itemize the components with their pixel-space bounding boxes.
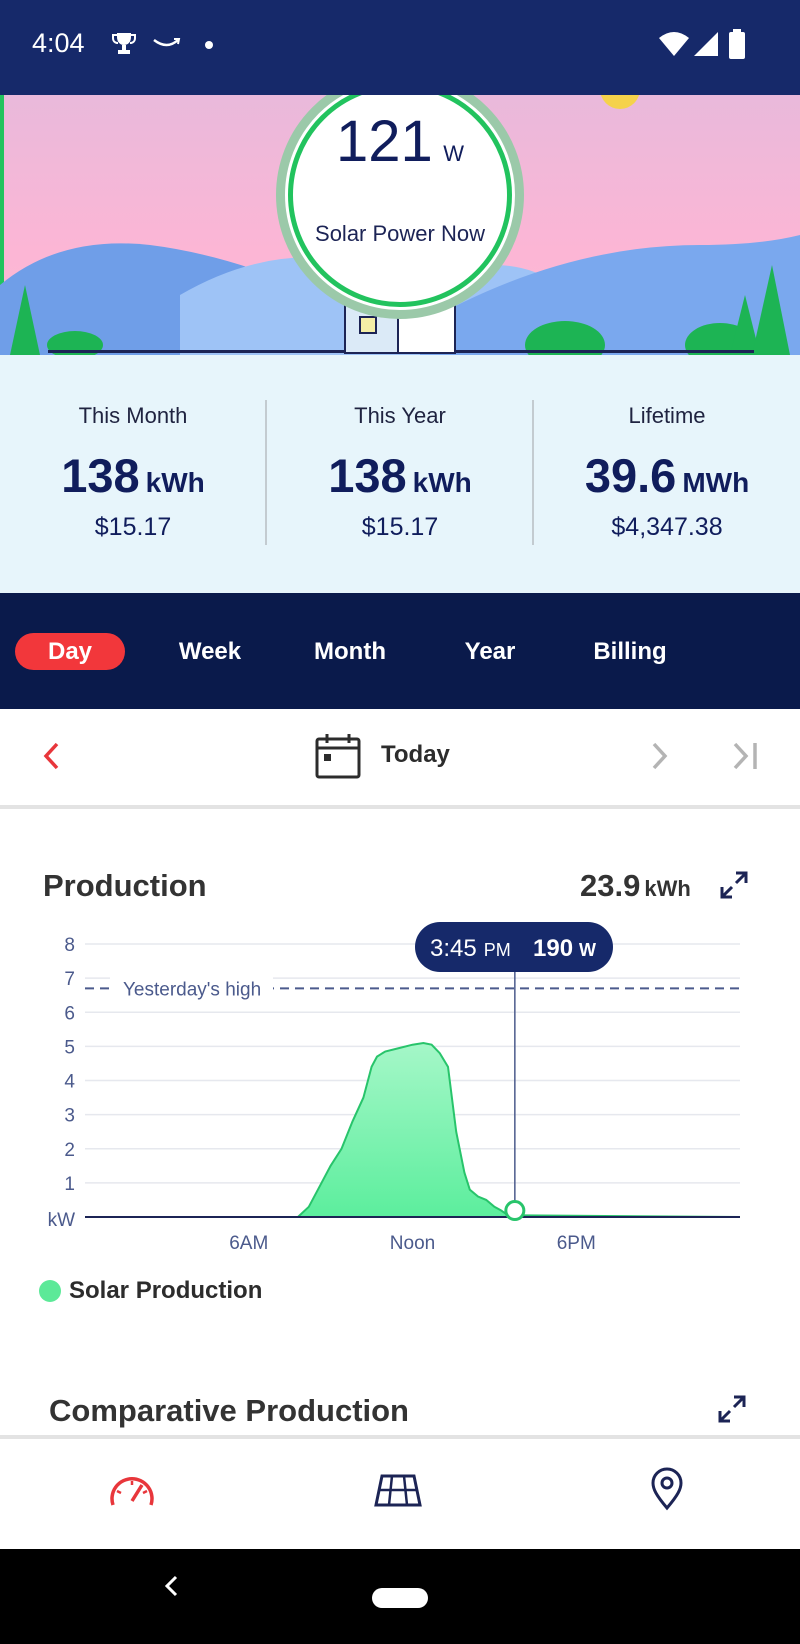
power-value-row: 121 W [285,108,515,175]
calendar-icon[interactable] [314,732,362,780]
y-tick-label: 2 [64,1140,75,1161]
tab-billing[interactable]: Billing [593,638,667,665]
speedometer-icon[interactable] [108,1471,156,1511]
location-pin-icon[interactable] [650,1467,684,1511]
stat-money: $4,347.38 [611,513,723,541]
solar-production-legend-dot [39,1280,61,1302]
power-value: 121 [336,109,433,174]
status-bar: 4:04 [0,0,800,95]
solar-production-area [85,1041,741,1218]
signal-icon [694,32,718,56]
stat-money: $15.17 [94,513,172,541]
x-axis-ticks: 6AM Noon 6PM [229,1233,596,1254]
tab-week[interactable]: Week [178,638,242,665]
y-tick-label: 5 [64,1037,75,1058]
battery-icon [729,29,745,59]
trophy-icon [112,33,136,54]
bottom-navigation [0,1435,800,1553]
reference-label-background [110,976,273,1001]
previous-day-button[interactable] [38,739,66,773]
yesterdays-high-label: Yesterday's high [123,979,261,1000]
stat-this-month: This Month 138 kWh $15.17 [0,355,266,593]
energy-stats: This Month 138 kWh $15.17 This Year 138 kW… [0,355,800,593]
chart-tooltip: 3:45 PM 190 W [415,922,613,972]
amazon-smile-icon [153,38,181,47]
date-navigator: Today [0,709,800,809]
power-now-gauge: 121 W Solar Power Now [276,95,524,319]
home-button[interactable] [372,1588,428,1608]
date-label[interactable]: Today [381,741,450,768]
landscape-illustration [0,95,800,355]
y-tick-label: 4 [64,1072,75,1093]
expand-comparative-icon[interactable] [716,1393,748,1425]
tab-year[interactable]: Year [464,638,516,665]
tab-month[interactable]: Month [314,638,386,665]
power-unit: W [443,141,464,166]
stat-label: Lifetime [628,403,706,428]
wifi-icon [659,32,689,56]
stat-divider [532,400,534,545]
stat-money: $15.17 [361,513,439,541]
next-day-button[interactable] [645,739,673,773]
gauge-ring [288,95,512,307]
chart-cursor-marker[interactable] [504,1200,526,1222]
y-tick-label: 7 [64,969,75,990]
solar-production-legend-label: Solar Production [69,1277,263,1304]
stat-value: 138 kWh [61,449,205,502]
y-tick-label: 8 [64,935,75,956]
expand-chart-icon[interactable] [718,869,750,901]
y-tick-label: 3 [64,1106,75,1127]
power-label: Solar Power Now [315,221,485,246]
period-tabs: Day Week Month Year Billing [0,593,800,709]
y-tick-label: 1 [64,1174,75,1195]
stat-divider [265,400,267,545]
dot-icon [205,41,213,49]
stat-value: 138 kWh [328,449,472,502]
production-title: Production [43,868,207,903]
tooltip-time: 3:45 PM [430,935,511,962]
jump-to-latest-button[interactable] [728,739,762,773]
y-axis-unit-label: kW [48,1210,76,1231]
back-icon[interactable] [160,1571,184,1601]
stat-lifetime: Lifetime 39.6 MWh $4,347.38 [534,355,800,593]
comparative-production-title: Comparative Production [49,1393,409,1428]
x-tick-label: Noon [390,1233,435,1254]
solar-hero-illustration: 121 W Solar Power Now [0,95,800,355]
stat-this-year: This Year 138 kWh $15.17 [267,355,533,593]
x-tick-label: 6PM [557,1233,596,1254]
production-total: 23.9 kWh [580,868,691,903]
solar-panel-icon[interactable] [374,1473,422,1509]
tooltip-value: 190 W [533,935,596,962]
stat-label: This Month [78,403,188,428]
y-axis-ticks: 1 2 3 4 5 6 7 8 [64,935,75,1195]
status-time: 4:04 [32,28,85,58]
y-tick-label: 6 [64,1003,75,1024]
stat-label: This Year [354,403,446,428]
tab-day[interactable]: Day [15,633,125,670]
x-tick-label: 6AM [229,1233,268,1254]
stat-value: 39.6 MWh [584,449,750,502]
